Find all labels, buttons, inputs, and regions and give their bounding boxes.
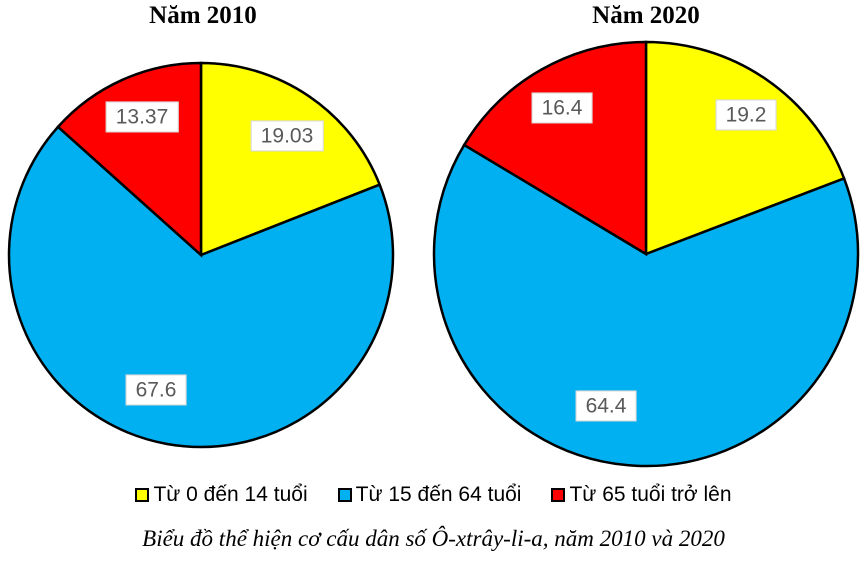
red-swatch-icon: [551, 488, 566, 502]
legend-label: Từ 0 đến 14 tuổi: [153, 483, 308, 506]
pie-slice-Năm-2020-1: [432, 143, 860, 468]
value-label-2010-age15-64: 67.6: [125, 374, 187, 406]
chart-caption: Biểu đồ thể hiện cơ cấu dân số Ô-xtrây-l…: [142, 526, 725, 551]
blue-swatch-icon: [337, 488, 352, 502]
pie-title-2010: Năm 2010: [149, 2, 257, 29]
value-label-2020-age65plus: 16.4: [531, 92, 593, 124]
legend-item-age65plus: Từ 65 tuổi trở lên: [551, 483, 732, 507]
pie-title-2020: Năm 2020: [592, 2, 700, 29]
pie-slice-Năm-2020-2: [462, 40, 648, 257]
legend-label: Từ 65 tuổi trở lên: [569, 483, 732, 506]
pie-slice-Năm-2010-1: [7, 125, 395, 449]
value-label-2020-age15-64: 64.4: [575, 390, 637, 422]
pie-slice-Năm-2010-0: [199, 61, 382, 257]
yellow-swatch-icon: [135, 488, 150, 502]
value-label-2010-age65plus: 13.37: [105, 101, 179, 133]
pie-charts-canvas: [7, 40, 860, 468]
legend-label: Từ 15 đến 64 tuổi: [355, 483, 522, 506]
pie-slice-Năm-2020-0: [644, 40, 846, 256]
legend: Từ 0 đến 14 tuổi Từ 15 đến 64 tuổi Từ 65…: [0, 483, 867, 507]
legend-item-age15-64: Từ 15 đến 64 tuổi: [337, 483, 522, 507]
value-label-2020-age0-14: 19.2: [715, 99, 777, 131]
legend-item-age0-14: Từ 0 đến 14 tuổi: [135, 483, 308, 507]
value-label-2010-age0-14: 19.03: [250, 120, 324, 152]
